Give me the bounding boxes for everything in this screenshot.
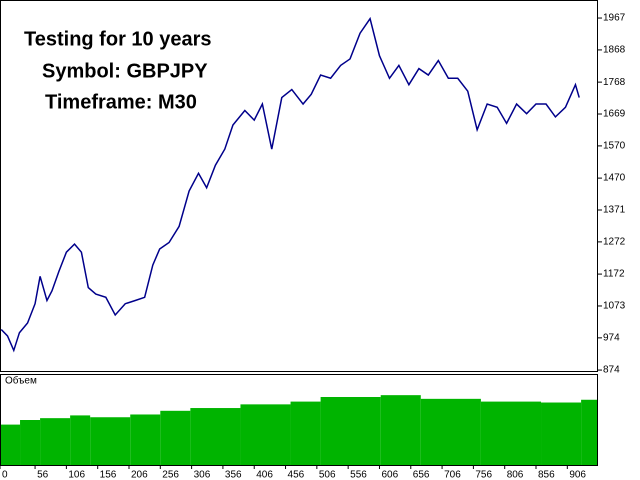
volume-bar <box>420 398 481 466</box>
volume-bar <box>240 404 291 466</box>
x-tick-label: 56 <box>37 470 49 480</box>
volume-bar <box>160 410 191 466</box>
y-tick-label: 1172 <box>603 269 625 280</box>
volume-bar <box>0 424 21 466</box>
x-tick-label: 106 <box>68 470 85 480</box>
volume-bar <box>190 408 241 466</box>
volume-bar <box>320 397 381 466</box>
x-tick-label: 656 <box>413 470 430 480</box>
volume-bar <box>40 418 71 466</box>
x-tick-label: 356 <box>225 470 242 480</box>
annotation: Testing for 10 years <box>24 28 211 50</box>
x-tick-label: 506 <box>319 470 336 480</box>
x-tick-label: 306 <box>194 470 211 480</box>
y-tick-label: 1371 <box>603 205 626 216</box>
x-tick-label: 206 <box>131 470 148 480</box>
y-tick-label: 874 <box>603 365 620 376</box>
x-tick-label: 856 <box>538 470 555 480</box>
panel-border <box>0 374 598 466</box>
balance-line <box>0 16 580 353</box>
volume-bar <box>90 417 131 466</box>
x-tick-label: 406 <box>256 470 273 480</box>
y-tick-label: 1669 <box>603 109 626 120</box>
x-tick-label: 156 <box>100 470 117 480</box>
volume-bar <box>380 395 421 466</box>
annotation: Timeframe: M30 <box>45 91 197 113</box>
annotation: Symbol: GBPJPY <box>42 60 208 82</box>
x-tick-label: 706 <box>444 470 461 480</box>
y-tick-label: 1868 <box>603 45 626 56</box>
volume-bar <box>70 415 91 466</box>
x-tick-label: 756 <box>475 470 492 480</box>
x-tick-label: 556 <box>350 470 367 480</box>
y-tick-label: 1967 <box>603 13 626 24</box>
panel-border <box>0 0 598 372</box>
x-tick-label: 906 <box>569 470 586 480</box>
panel-title: Объем <box>5 375 37 387</box>
y-tick-label: 1470 <box>603 173 626 184</box>
x-tick-label: 456 <box>288 470 305 480</box>
volume-bar <box>130 414 161 466</box>
y-tick-label: 1570 <box>603 141 626 152</box>
x-tick-label: 0 <box>2 470 8 480</box>
y-tick-label: 974 <box>603 333 620 344</box>
volume-bar <box>480 401 542 466</box>
y-tick-label: 1768 <box>603 77 626 88</box>
x-tick-label: 256 <box>162 470 179 480</box>
x-tick-label: 606 <box>381 470 398 480</box>
x-tick-label: 806 <box>507 470 524 480</box>
y-tick-label: 1272 <box>603 237 626 248</box>
volume-bar <box>20 420 41 466</box>
volume-bar <box>541 402 582 466</box>
volume-bar <box>290 401 321 466</box>
volume-bar <box>581 399 598 466</box>
y-tick-label: 1073 <box>603 301 626 312</box>
